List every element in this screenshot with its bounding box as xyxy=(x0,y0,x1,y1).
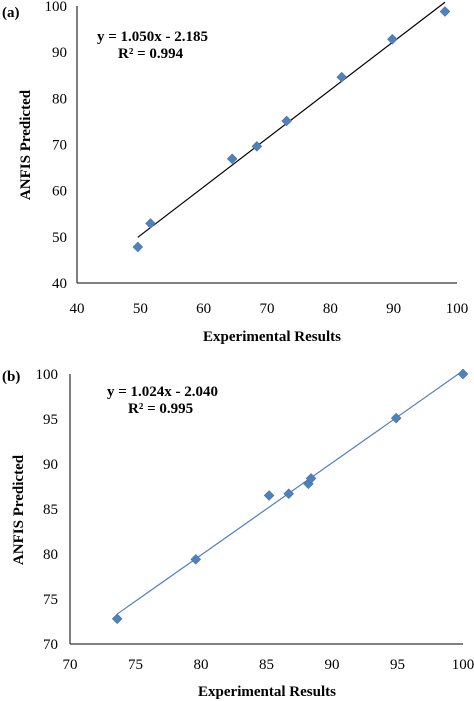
y-tick-label: 85 xyxy=(43,502,58,518)
panel-label-a: (a) xyxy=(2,5,20,21)
data-point xyxy=(263,490,275,501)
data-points-a xyxy=(132,6,451,253)
x-axis-title-b: Experimental Results xyxy=(198,684,336,700)
data-point xyxy=(251,140,263,152)
data-point xyxy=(281,115,292,127)
data-point xyxy=(305,473,317,484)
x-tick-label: 80 xyxy=(323,301,338,317)
data-point xyxy=(336,71,348,83)
y-axis-title-a: ANFIS Predicted xyxy=(18,89,34,200)
tick-labels-b: 70 75 80 85 90 95 100 70 75 80 85 90 95 100 xyxy=(36,367,474,673)
y-tick-label: 90 xyxy=(43,457,58,473)
equation-b: y = 1.024x - 2.040 xyxy=(107,384,218,400)
x-tick-label: 95 xyxy=(390,657,405,673)
equation-a: y = 1.050x - 2.185 xyxy=(97,29,208,45)
x-tick-label: 75 xyxy=(128,657,143,673)
data-point xyxy=(145,218,156,229)
x-tick-label: 90 xyxy=(325,657,340,673)
data-point xyxy=(190,554,202,565)
x-tick-label: 90 xyxy=(386,301,401,317)
x-tick-label: 70 xyxy=(63,657,78,673)
data-point xyxy=(111,613,123,625)
data-point xyxy=(226,153,238,165)
data-point xyxy=(283,488,295,500)
x-tick-label: 40 xyxy=(70,301,85,317)
data-point xyxy=(387,33,398,45)
y-tick-label: 90 xyxy=(52,45,67,61)
data-points-b xyxy=(111,368,469,625)
x-tick-label: 60 xyxy=(196,301,211,317)
y-tick-label: 70 xyxy=(52,138,67,154)
data-point xyxy=(132,241,144,253)
x-tick-label: 85 xyxy=(259,657,274,673)
x-tick-label: 50 xyxy=(133,301,148,317)
y-tick-label: 60 xyxy=(52,184,67,200)
y-tick-label: 80 xyxy=(52,91,67,107)
y-tick-label: 50 xyxy=(52,230,67,246)
y-tick-label: 75 xyxy=(43,592,58,608)
y-axis-title-b: ANFIS Predicted xyxy=(11,454,27,565)
tick-labels-a: 40 50 60 70 80 90 100 40 50 60 70 80 90 100 xyxy=(45,0,469,317)
x-tick-label: 100 xyxy=(446,301,469,317)
y-tick-label: 95 xyxy=(43,412,58,428)
x-tick-label: 80 xyxy=(194,657,209,673)
data-point xyxy=(439,6,451,17)
y-tick-label: 100 xyxy=(36,367,59,383)
panel-label-b: (b) xyxy=(2,369,20,385)
data-point xyxy=(457,368,469,380)
y-tick-label: 80 xyxy=(43,547,58,563)
y-tick-label: 70 xyxy=(43,637,58,653)
x-tick-label: 100 xyxy=(452,657,474,673)
y-tick-label: 100 xyxy=(45,0,68,15)
chart-panel-b: (b) 70 75 80 85 90 95 100 70 75 80 85 90 95 100 y = 1… xyxy=(2,367,474,700)
x-tick-label: 70 xyxy=(260,301,275,317)
chart-panel-a: (a) 40 50 60 70 80 90 100 40 50 60 70 80 90 100 y = 1… xyxy=(2,0,468,345)
data-point xyxy=(390,412,402,424)
y-tick-label: 40 xyxy=(52,276,67,292)
x-axis-title-a: Experimental Results xyxy=(203,329,341,345)
r-squared-a: R² = 0.994 xyxy=(118,46,184,62)
r-squared-b: R² = 0.995 xyxy=(128,401,193,417)
